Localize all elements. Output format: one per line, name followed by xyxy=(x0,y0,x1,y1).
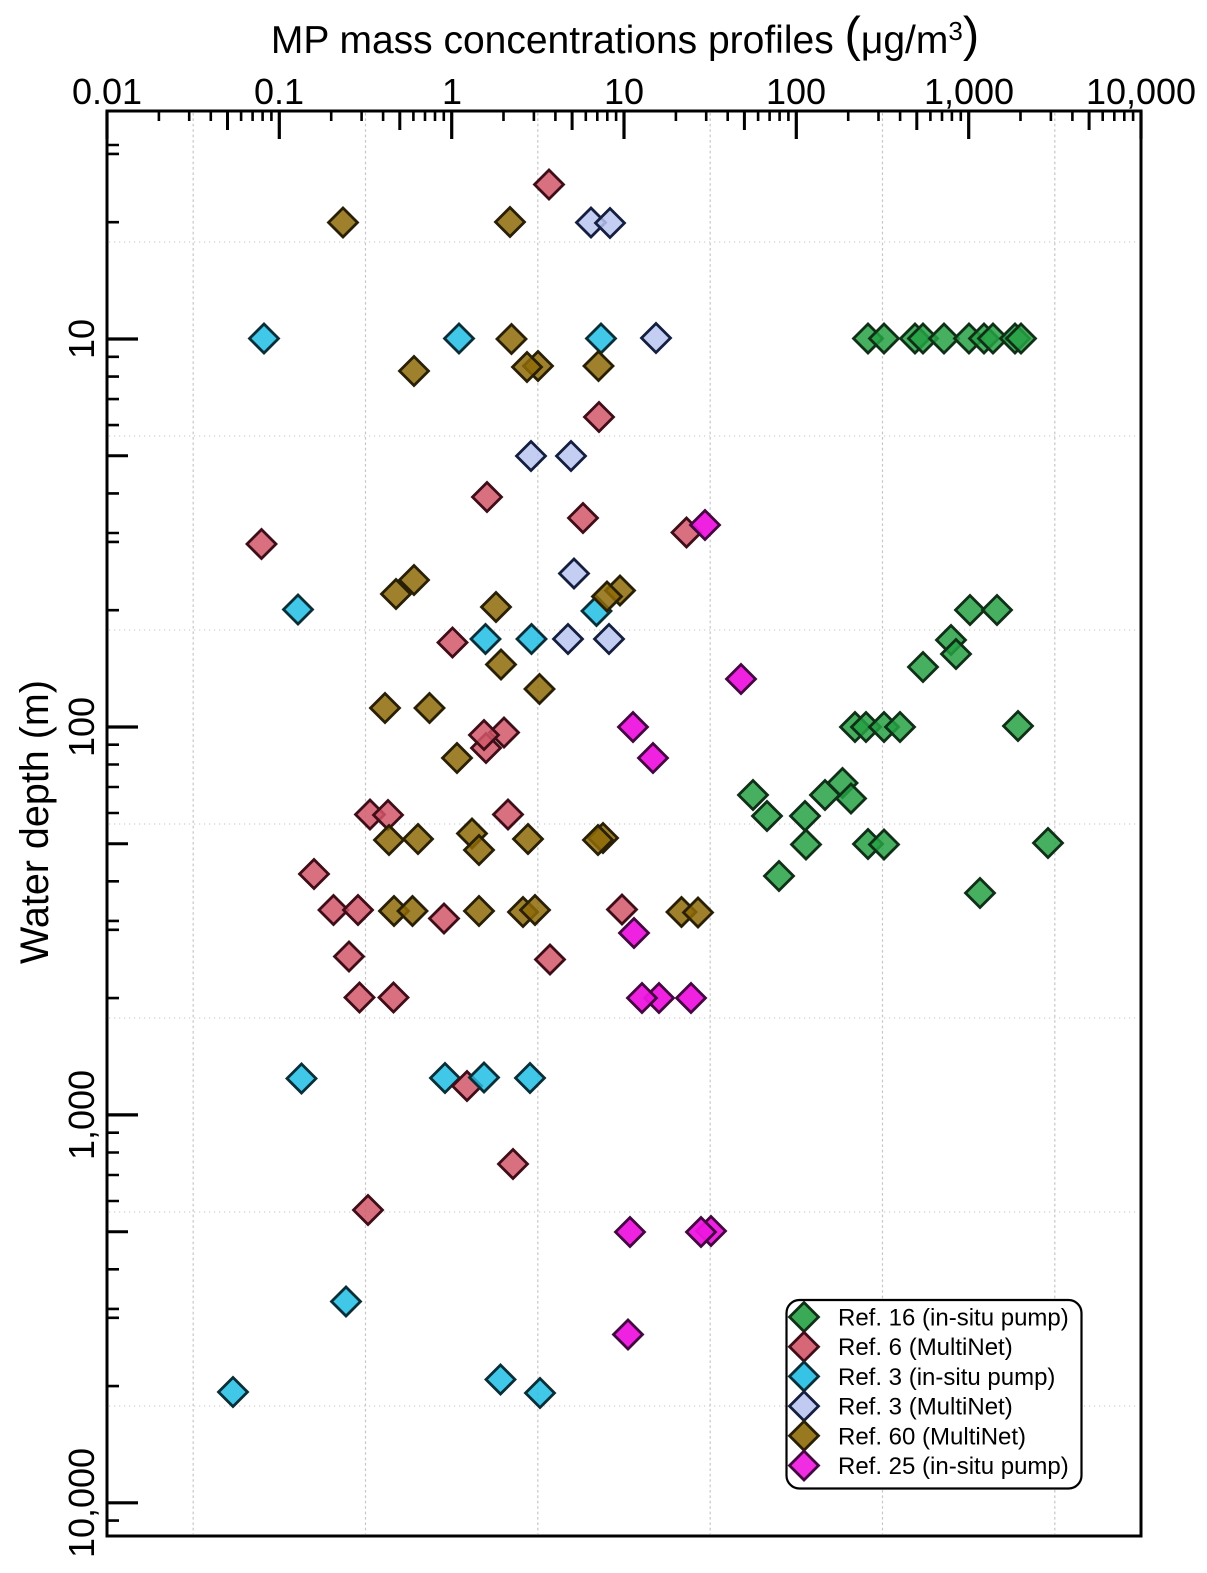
svg-text:10: 10 xyxy=(61,319,102,359)
svg-text:10,000: 10,000 xyxy=(61,1448,102,1558)
svg-text:1,000: 1,000 xyxy=(924,71,1014,112)
svg-text:Ref. 3 (in-situ pump): Ref. 3 (in-situ pump) xyxy=(838,1364,1055,1391)
svg-text:100: 100 xyxy=(61,697,102,757)
svg-text:1,000: 1,000 xyxy=(61,1070,102,1160)
svg-text:Ref. 25 (in-situ pump): Ref. 25 (in-situ pump) xyxy=(838,1453,1069,1480)
svg-text:Water depth (m): Water depth (m) xyxy=(13,680,57,964)
svg-text:10: 10 xyxy=(604,71,644,112)
svg-text:0.01: 0.01 xyxy=(72,71,142,112)
svg-text:Ref. 3 (MultiNet): Ref. 3 (MultiNet) xyxy=(838,1394,1013,1421)
svg-text:10,000: 10,000 xyxy=(1086,71,1196,112)
svg-text:0.1: 0.1 xyxy=(254,71,304,112)
svg-text:Ref. 6 (MultiNet): Ref. 6 (MultiNet) xyxy=(838,1334,1013,1361)
svg-text:1: 1 xyxy=(442,71,462,112)
svg-text:Ref. 16 (in-situ pump): Ref. 16 (in-situ pump) xyxy=(838,1305,1069,1332)
svg-text:Ref. 60 (MultiNet): Ref. 60 (MultiNet) xyxy=(838,1423,1026,1450)
svg-text:100: 100 xyxy=(766,71,826,112)
